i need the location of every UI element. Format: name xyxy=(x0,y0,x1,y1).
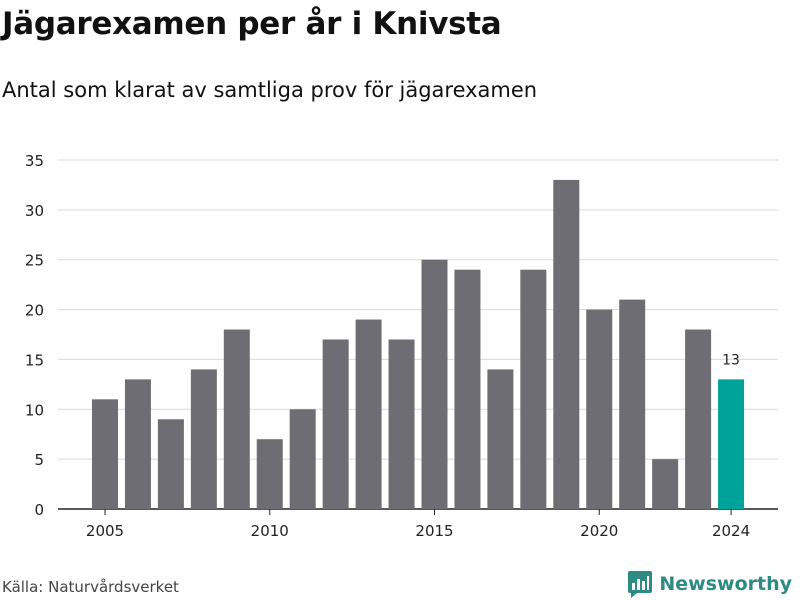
bar-2012 xyxy=(322,339,349,509)
bar-2021 xyxy=(619,299,646,509)
bar-2010 xyxy=(256,439,283,509)
bar-2018 xyxy=(520,269,547,509)
bar-2006 xyxy=(124,379,151,509)
x-tick-label: 2024 xyxy=(712,522,750,540)
data-label-2024: 13 xyxy=(722,352,740,368)
bar-2017 xyxy=(487,369,514,509)
y-tick-label: 25 xyxy=(25,252,44,270)
brand-name: Newsworthy xyxy=(659,573,792,595)
y-tick-label: 30 xyxy=(25,202,44,220)
x-tick-label: 2015 xyxy=(415,522,453,540)
bar-2024 xyxy=(718,379,745,509)
bar-2016 xyxy=(454,269,481,509)
bar-2007 xyxy=(157,419,184,509)
chart-subtitle: Antal som klarat av samtliga prov för jä… xyxy=(2,78,538,102)
x-tick-label: 2005 xyxy=(86,522,124,540)
bar-2020 xyxy=(586,309,613,509)
bar-2023 xyxy=(685,329,712,509)
bar-2008 xyxy=(190,369,217,509)
bar-2009 xyxy=(223,329,250,509)
y-tick-label: 5 xyxy=(34,451,44,469)
y-tick-label: 0 xyxy=(34,501,44,519)
x-tick-label: 2020 xyxy=(580,522,618,540)
brand-logo[interactable]: Newsworthy xyxy=(627,570,792,598)
x-tick-label: 2010 xyxy=(251,522,289,540)
bar-2014 xyxy=(388,339,415,509)
source-note: Källa: Naturvårdsverket xyxy=(2,578,179,596)
bars xyxy=(92,179,745,509)
y-tick-label: 10 xyxy=(25,401,44,419)
y-tick-label: 15 xyxy=(25,351,44,369)
bar-2022 xyxy=(652,459,679,509)
bar-chart: 0 5 10 15 20 25 30 35 13 2005 2010 2015 2020 2024 xyxy=(25,152,778,540)
chart-title: Jägarexamen per år i Knivsta xyxy=(2,6,502,42)
bar-2005 xyxy=(92,399,118,509)
newsworthy-logo-icon xyxy=(628,571,653,598)
bar-2011 xyxy=(289,409,316,509)
y-tick-label: 35 xyxy=(25,152,44,170)
y-axis-ticks: 0 5 10 15 20 25 30 35 xyxy=(25,152,44,519)
bar-2019 xyxy=(553,179,580,509)
y-tick-label: 20 xyxy=(25,302,44,320)
x-axis-ticks: 2005 2010 2015 2020 2024 xyxy=(86,509,750,540)
data-labels: 13 xyxy=(722,352,740,368)
bar-2015 xyxy=(421,259,448,509)
bar-2013 xyxy=(355,319,382,509)
grid-lines xyxy=(58,159,778,510)
